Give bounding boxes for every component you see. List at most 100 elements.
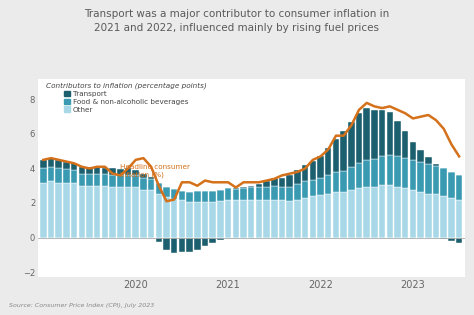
Text: Headline consumer
inflation (%): Headline consumer inflation (%) bbox=[120, 164, 191, 178]
Bar bbox=[194, 238, 201, 250]
Bar bbox=[310, 161, 316, 180]
Bar bbox=[425, 164, 432, 193]
Bar bbox=[271, 186, 278, 199]
Bar bbox=[140, 178, 146, 190]
Bar bbox=[117, 169, 124, 175]
Bar bbox=[48, 167, 55, 181]
Bar bbox=[264, 199, 270, 238]
Bar bbox=[101, 186, 108, 238]
Bar bbox=[264, 181, 270, 186]
Bar bbox=[40, 183, 46, 238]
Bar bbox=[310, 196, 316, 238]
Bar bbox=[255, 187, 262, 199]
Bar bbox=[217, 190, 224, 201]
Bar bbox=[286, 201, 293, 238]
Bar bbox=[371, 110, 378, 159]
Bar bbox=[348, 122, 355, 167]
Bar bbox=[394, 157, 401, 186]
Bar bbox=[248, 186, 255, 187]
Bar bbox=[94, 174, 100, 186]
Bar bbox=[171, 238, 177, 253]
Bar bbox=[202, 191, 208, 202]
Bar bbox=[148, 190, 155, 238]
Bar bbox=[210, 238, 216, 243]
Bar bbox=[117, 187, 124, 238]
Bar bbox=[233, 189, 239, 200]
Bar bbox=[101, 174, 108, 186]
Bar bbox=[171, 199, 177, 238]
Bar bbox=[79, 167, 85, 174]
Bar bbox=[410, 190, 416, 238]
Bar bbox=[48, 158, 55, 167]
Bar bbox=[94, 186, 100, 238]
Bar bbox=[155, 183, 162, 193]
Bar bbox=[79, 186, 85, 238]
Bar bbox=[333, 172, 339, 192]
Bar bbox=[433, 164, 439, 166]
Bar bbox=[333, 139, 339, 172]
Bar bbox=[379, 156, 385, 185]
Bar bbox=[125, 175, 131, 186]
Bar bbox=[255, 184, 262, 187]
Bar bbox=[317, 195, 324, 238]
Bar bbox=[387, 185, 393, 238]
Bar bbox=[417, 150, 424, 163]
Bar bbox=[79, 174, 85, 186]
Bar bbox=[179, 238, 185, 252]
Bar bbox=[379, 110, 385, 156]
Bar bbox=[186, 192, 193, 202]
Bar bbox=[217, 238, 224, 240]
Bar bbox=[417, 192, 424, 238]
Bar bbox=[433, 166, 439, 194]
Bar bbox=[248, 199, 255, 238]
Bar bbox=[55, 183, 62, 238]
Bar bbox=[163, 187, 170, 197]
Bar bbox=[179, 200, 185, 238]
Bar bbox=[325, 175, 331, 193]
Bar bbox=[148, 177, 155, 179]
Bar bbox=[86, 167, 93, 174]
Bar bbox=[171, 189, 177, 199]
Bar bbox=[63, 169, 70, 183]
Bar bbox=[163, 238, 170, 249]
Bar bbox=[86, 186, 93, 238]
Bar bbox=[179, 191, 185, 200]
Legend: Transport, Food & non-alcoholic beverages, Other: Transport, Food & non-alcoholic beverage… bbox=[46, 82, 207, 112]
Bar bbox=[440, 169, 447, 196]
Bar bbox=[371, 159, 378, 186]
Bar bbox=[186, 238, 193, 252]
Bar bbox=[333, 192, 339, 238]
Bar bbox=[63, 162, 70, 169]
Bar bbox=[402, 158, 409, 188]
Bar bbox=[302, 198, 309, 238]
Bar bbox=[364, 186, 370, 238]
Bar bbox=[217, 201, 224, 238]
Bar bbox=[155, 193, 162, 238]
Bar bbox=[340, 171, 347, 192]
Bar bbox=[440, 238, 447, 239]
Bar bbox=[271, 199, 278, 238]
Bar bbox=[448, 198, 455, 238]
Bar bbox=[371, 186, 378, 238]
Bar bbox=[425, 157, 432, 164]
Bar bbox=[294, 170, 301, 184]
Bar bbox=[410, 160, 416, 190]
Bar bbox=[286, 186, 293, 201]
Bar bbox=[340, 192, 347, 238]
Bar bbox=[255, 199, 262, 238]
Bar bbox=[94, 167, 100, 174]
Bar bbox=[387, 112, 393, 155]
Bar bbox=[71, 163, 77, 170]
Bar bbox=[402, 131, 409, 158]
Bar bbox=[163, 197, 170, 238]
Bar bbox=[417, 163, 424, 192]
Bar bbox=[294, 199, 301, 238]
Bar bbox=[394, 186, 401, 238]
Bar bbox=[40, 160, 46, 169]
Bar bbox=[140, 190, 146, 238]
Bar bbox=[210, 202, 216, 238]
Bar bbox=[210, 191, 216, 202]
Bar bbox=[364, 160, 370, 186]
Bar bbox=[225, 188, 231, 199]
Bar bbox=[448, 238, 455, 241]
